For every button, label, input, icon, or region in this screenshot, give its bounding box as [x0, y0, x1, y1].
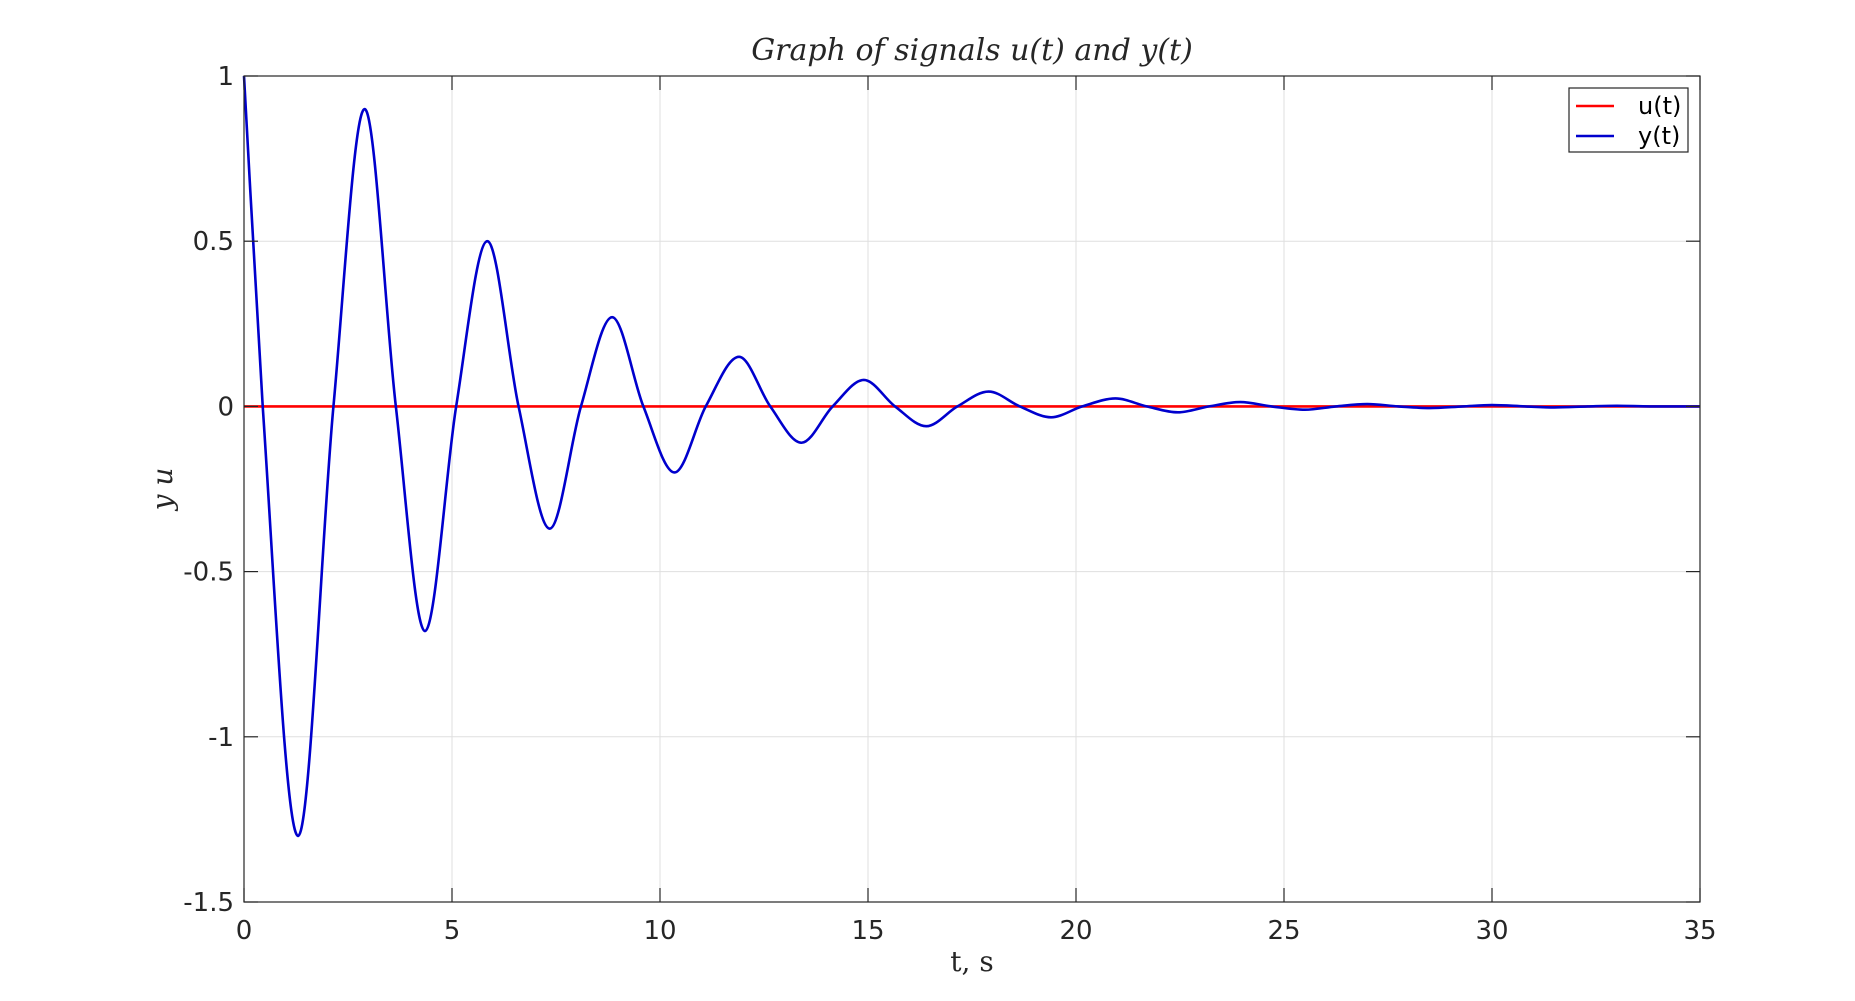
y-tick-labels: -1.5 -1 -0.5 0 0.5 1 — [183, 62, 234, 918]
plot-area — [242, 75, 1701, 903]
legend: u(t) y(t) — [1568, 87, 1689, 153]
legend-label-y: y(t) — [1638, 122, 1680, 150]
x-tick-label: 20 — [1059, 916, 1092, 946]
axes-background — [244, 76, 1700, 902]
tick-marks — [243, 75, 1701, 903]
x-tick-label: 25 — [1267, 916, 1300, 946]
y-tick-label: 0.5 — [193, 227, 234, 257]
x-axis-label: t, s — [950, 945, 993, 978]
y-tick-label: 1 — [217, 62, 234, 92]
chart-title: Graph of signals u(t) and y(t) — [751, 33, 1193, 68]
y-tick-label: -1 — [208, 723, 234, 753]
series-lines — [242, 75, 1700, 838]
legend-label-u: u(t) — [1638, 92, 1681, 120]
y-tick-label: -0.5 — [183, 558, 234, 588]
x-tick-label: 30 — [1475, 916, 1508, 946]
x-tick-labels: 0 5 10 15 20 25 30 35 — [236, 916, 1717, 946]
y-axis-label: y u — [146, 468, 179, 513]
x-tick-label: 10 — [643, 916, 676, 946]
axes-box — [243, 75, 1701, 903]
x-tick-label: 5 — [444, 916, 461, 946]
series-line-y — [242, 75, 1700, 838]
x-tick-label: 35 — [1683, 916, 1716, 946]
x-tick-label: 0 — [236, 916, 253, 946]
x-tick-label: 15 — [851, 916, 884, 946]
y-tick-label: -1.5 — [183, 888, 234, 918]
y-tick-label: 0 — [217, 392, 234, 422]
legend-box — [1568, 87, 1689, 153]
